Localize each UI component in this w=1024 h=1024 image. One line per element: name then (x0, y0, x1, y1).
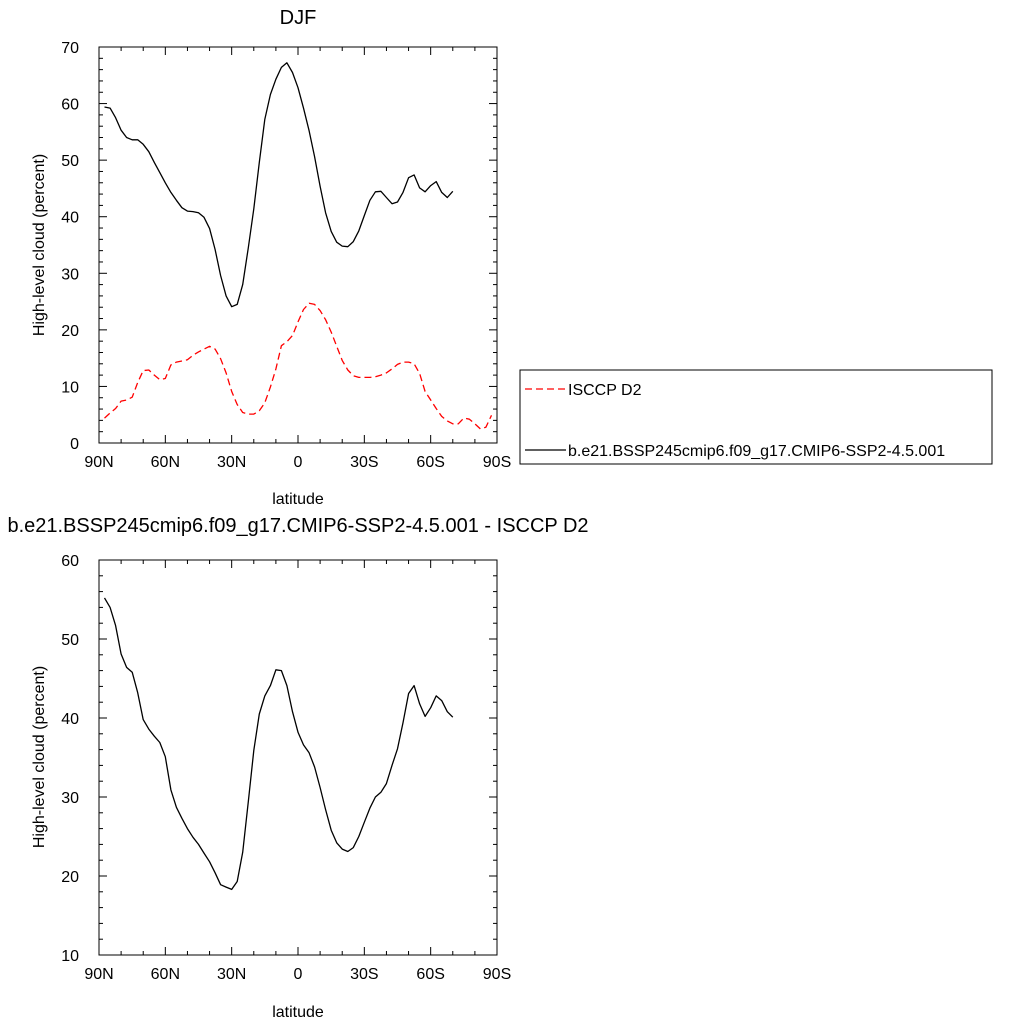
panel-2-xlabel: latitude (272, 1004, 324, 1021)
panel-1-ylabel: High-level cloud (percent) (31, 154, 48, 336)
legend-label-model: b.e21.BSSP245cmip6.f09_g17.CMIP6-SSP2-4.… (568, 443, 945, 460)
panel-2-xtick-label: 90S (483, 966, 511, 983)
panel-2-xtick-label: 60N (151, 966, 180, 983)
panel-1-series-line-isccp (104, 302, 493, 430)
panel-2-xtick-label: 60S (416, 966, 444, 983)
panel-difference: b.e21.BSSP245cmip6.f09_g17.CMIP6-SSP2-4.… (7, 515, 588, 1021)
panel-1-xtick-label: 30S (350, 454, 378, 471)
panel-djf: DJF 90N 60N 30N 0 30S 60S 90S 0 10 20 30 40 50 60 70 l… (31, 7, 511, 508)
panel-1-plot-frame (98, 46, 498, 444)
panel-2-series-line-model (103, 597, 454, 891)
panel-1-ticks: 90N 60N 30N 0 30S 60S 90S 0 10 20 30 40 50 60 70 (61, 40, 511, 471)
panel-2-ticks: 90N 60N 30N 0 30S 60S 90S 10 20 30 40 50 60 (61, 553, 511, 983)
panel-1-xtick-label: 30N (217, 454, 246, 471)
panel-2-ytick-label: 40 (61, 711, 79, 728)
panel-2-series (103, 597, 454, 891)
panel-2-ylabel: High-level cloud (percent) (31, 666, 48, 848)
panel-1-title: DJF (280, 7, 317, 29)
panel-1-ytick-label: 20 (61, 323, 79, 340)
panel-2-title: b.e21.BSSP245cmip6.f09_g17.CMIP6-SSP2-4.… (7, 515, 588, 537)
panel-1-xtick-label: 90N (84, 454, 113, 471)
panel-1-ytick-label: 50 (61, 153, 79, 170)
panel-1-ytick-label: 60 (61, 97, 79, 114)
panel-2-ytick-label: 60 (61, 553, 79, 570)
panel-1-xlabel: latitude (272, 491, 324, 508)
panel-1-ytick-label: 0 (70, 436, 79, 453)
panel-2-plot-frame (98, 559, 498, 956)
panel-2-ytick-label: 30 (61, 790, 79, 807)
panel-1-ytick-label: 10 (61, 379, 79, 396)
panel-2-ytick-label: 10 (61, 948, 79, 965)
panel-1-xtick-label: 60S (416, 454, 444, 471)
legend-label-isccp: ISCCP D2 (568, 382, 642, 399)
panel-1-ytick-label: 40 (61, 210, 79, 227)
panel-1-xtick-label: 60N (151, 454, 180, 471)
panel-1-ytick-label: 30 (61, 266, 79, 283)
panel-2-xtick-label: 90N (84, 966, 113, 983)
panel-1-series-line-model (104, 62, 454, 308)
panel-2-ytick-label: 20 (61, 869, 79, 886)
panel-1-xtick-label: 90S (483, 454, 511, 471)
legend: ISCCP D2 b.e21.BSSP245cmip6.f09_g17.CMIP… (519, 369, 993, 465)
panel-1-xtick-label: 0 (294, 454, 303, 471)
panel-2-xtick-label: 30S (350, 966, 378, 983)
panel-2-ytick-label: 50 (61, 632, 79, 649)
legend-box (519, 369, 993, 465)
panel-2-xtick-label: 30N (217, 966, 246, 983)
panel-1-ytick-label: 70 (61, 40, 79, 57)
panel-1-series (104, 62, 493, 430)
panel-2-xtick-label: 0 (294, 966, 303, 983)
